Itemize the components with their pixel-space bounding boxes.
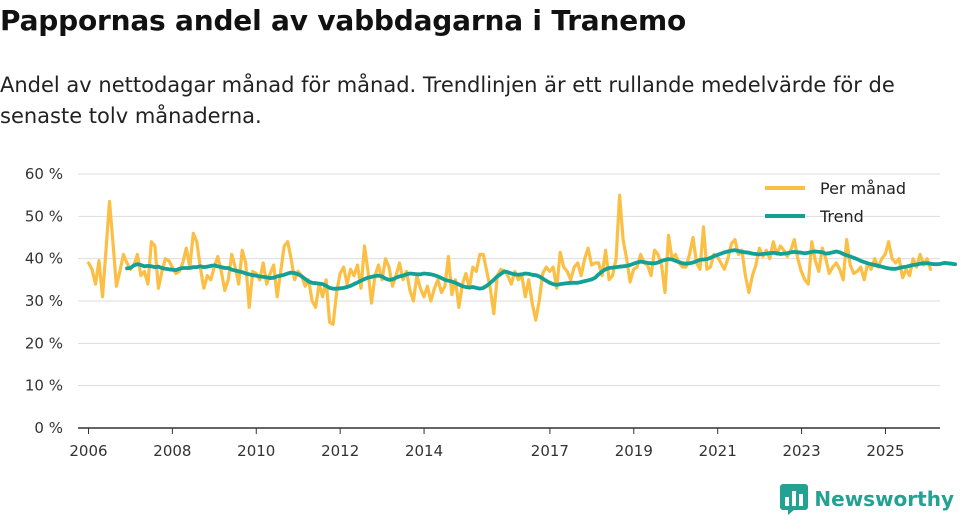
series-lines bbox=[86, 193, 957, 326]
chart-title: Pappornas andel av vabbdagarna i Tranemo bbox=[0, 4, 687, 37]
brand-name: Newsworthy bbox=[814, 487, 954, 511]
x-tick-label: 2012 bbox=[321, 442, 359, 460]
series-line-trend bbox=[125, 248, 957, 291]
brand-logo: Newsworthy bbox=[780, 482, 954, 516]
y-tick-label: 10 % bbox=[25, 377, 63, 395]
x-tick-label: 2019 bbox=[615, 442, 653, 460]
x-tick-label: 2008 bbox=[153, 442, 191, 460]
x-tick-label: 2010 bbox=[237, 442, 275, 460]
y-tick-label: 30 % bbox=[25, 292, 63, 310]
x-axis-ticks: 2006 2008 2010 2012 2014 2017 2019 2021 2023 2025 bbox=[69, 428, 905, 460]
x-tick-label: 2025 bbox=[866, 442, 904, 460]
y-tick-label: 50 % bbox=[25, 207, 63, 225]
y-axis-ticks: 0 % 10 % 20 % 30 % 40 % 50 % 60 % bbox=[25, 165, 63, 437]
x-tick-label: 2006 bbox=[69, 442, 107, 460]
y-tick-label: 0 % bbox=[34, 419, 63, 437]
bar-chart-logo-icon bbox=[780, 484, 809, 515]
legend-label-per-manad: Per månad bbox=[820, 179, 906, 198]
x-tick-label: 2023 bbox=[782, 442, 820, 460]
y-tick-label: 60 % bbox=[25, 165, 63, 183]
chart-subtitle: Andel av nettodagar månad för månad. Tre… bbox=[0, 73, 895, 128]
x-tick-label: 2017 bbox=[531, 442, 569, 460]
y-tick-label: 40 % bbox=[25, 250, 63, 268]
y-tick-label: 20 % bbox=[25, 334, 63, 352]
legend-label-trend: Trend bbox=[819, 207, 864, 226]
x-tick-label: 2021 bbox=[699, 442, 737, 460]
legend: Per månad Trend bbox=[765, 179, 906, 226]
x-tick-label: 2014 bbox=[405, 442, 443, 460]
